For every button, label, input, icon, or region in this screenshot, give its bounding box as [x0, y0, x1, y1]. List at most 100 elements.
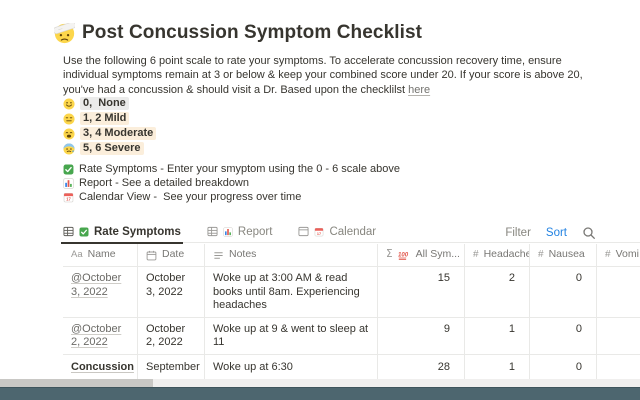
column-label: Date: [162, 248, 185, 261]
column-header-vomiting[interactable]: # Vomi: [597, 244, 640, 266]
nausea-value: 0: [575, 272, 582, 284]
scale-item-none: 0, None: [63, 96, 156, 111]
all-symptoms-value: 28: [437, 360, 450, 373]
scale-label: 5, 6 Severe: [80, 142, 144, 155]
notes-value: Woke up at 9 & went to sleep at 11: [213, 322, 369, 349]
table-icon: [63, 226, 74, 237]
neutral-face-emoji: [63, 112, 75, 125]
column-header-all-symptoms[interactable]: Σ 100 All Sym...: [378, 244, 465, 266]
all-symptoms-cell[interactable]: 28: [378, 354, 465, 380]
date-mention[interactable]: @October 2, 2022: [71, 322, 122, 349]
column-header-nausea[interactable]: # Nausea: [530, 244, 597, 266]
all-symptoms-value: 9: [443, 322, 450, 335]
bar-chart-emoji: [223, 226, 233, 237]
page-link[interactable]: Concussion: [71, 360, 134, 373]
all-symptoms-cell[interactable]: 15: [378, 267, 465, 317]
text-type-icon: Aa: [71, 249, 83, 261]
legend-text: Rate Symptoms - Enter your smyptom using…: [79, 163, 400, 175]
legend-report: Report - See a detailed breakdown: [63, 176, 400, 190]
column-label: Name: [87, 248, 116, 261]
hundred-points-emoji: 100: [398, 251, 411, 260]
text-lines-icon: [213, 250, 224, 261]
page-title: Post Concussion Symptom Checklist: [82, 22, 423, 43]
headache-cell[interactable]: 2: [465, 267, 530, 317]
column-label: Headache: [483, 248, 530, 261]
vomiting-cell[interactable]: [597, 355, 640, 380]
horizontal-scrollbar[interactable]: [0, 379, 640, 387]
column-label: Nausea: [548, 248, 585, 261]
all-symptoms-value: 15: [437, 272, 450, 284]
table-header-row: Aa Name Date Notes Σ 100 All Sym: [63, 244, 640, 267]
scale-item-mild: 1, 2 Mild: [63, 111, 156, 126]
calendar-emoji: 17: [63, 192, 74, 203]
table-row: Concussion September Woke up at 6:30 28 …: [63, 354, 640, 381]
headache-value: 2: [508, 272, 515, 284]
date-value: October 2, 2022: [146, 322, 186, 349]
view-controls: Filter Sort: [505, 223, 596, 243]
calendar-icon: [146, 250, 157, 261]
legend-rate-symptoms: Rate Symptoms - Enter your smyptom using…: [63, 162, 400, 176]
date-cell[interactable]: October 3, 2022: [138, 267, 205, 317]
name-cell[interactable]: @October 2, 2022: [63, 317, 138, 354]
scale-item-severe: 5, 6 Severe: [63, 141, 156, 156]
nausea-cell[interactable]: 0: [530, 267, 597, 317]
date-value: October 3, 2022: [146, 272, 186, 298]
tab-rate-symptoms[interactable]: Rate Symptoms: [61, 221, 183, 244]
scale-label: 3, 4 Moderate: [80, 127, 157, 140]
date-cell[interactable]: September: [138, 354, 205, 380]
column-label: Notes: [229, 248, 257, 261]
svg-text:17: 17: [66, 196, 71, 201]
tab-label: Calendar: [329, 225, 377, 238]
tab-label: Rate Symptoms: [94, 225, 181, 238]
scale-label: 1, 2 Mild: [80, 112, 130, 125]
column-header-headache[interactable]: # Headache: [465, 244, 530, 266]
nausea-cell[interactable]: 0: [530, 317, 597, 354]
weary-face-emoji: [63, 127, 75, 140]
legend-text: Calendar View - See your progress over t…: [79, 191, 302, 203]
vomiting-cell[interactable]: [597, 267, 640, 317]
date-value: September: [146, 360, 200, 373]
column-header-notes[interactable]: Notes: [205, 244, 378, 266]
table-icon: [207, 226, 218, 237]
tab-label: Report: [237, 225, 273, 238]
notes-cell[interactable]: Woke up at 3:00 AM & read books until 8a…: [205, 267, 378, 317]
table-row: @October 3, 2022 October 3, 2022 Woke up…: [63, 267, 640, 318]
tab-calendar[interactable]: 17 Calendar: [298, 221, 376, 243]
here-link[interactable]: here: [408, 83, 431, 96]
nausea-value: 0: [575, 322, 582, 335]
vomiting-cell[interactable]: [597, 318, 640, 354]
headache-cell[interactable]: 1: [465, 317, 530, 354]
number-icon: #: [605, 249, 611, 261]
page-header: Post Concussion Symptom Checklist: [54, 22, 422, 44]
headache-value: 1: [508, 360, 515, 373]
bottom-bar: [0, 387, 640, 400]
sigma-icon: Σ: [386, 248, 393, 261]
legend-text: Report - See a detailed breakdown: [79, 177, 249, 189]
sort-button[interactable]: Sort: [545, 227, 567, 239]
nausea-cell[interactable]: 0: [530, 354, 597, 380]
tab-report[interactable]: Report: [207, 221, 273, 243]
search-icon[interactable]: [582, 226, 596, 240]
scale-item-moderate: 3, 4 Moderate: [63, 126, 157, 141]
headache-value: 1: [508, 322, 515, 335]
name-cell[interactable]: @October 3, 2022: [63, 267, 138, 317]
legend-calendar-view: 17 Calendar View - See your progress ove…: [63, 190, 400, 204]
notes-cell[interactable]: Woke up at 6:30: [205, 354, 378, 380]
anxious-face-with-sweat-emoji: [63, 142, 75, 155]
all-symptoms-cell[interactable]: 9: [378, 317, 465, 354]
name-cell[interactable]: Concussion: [63, 354, 138, 380]
column-header-date[interactable]: Date: [138, 244, 205, 266]
filter-button[interactable]: Filter: [505, 227, 531, 239]
face-with-head-bandage-emoji: [54, 22, 75, 44]
scrollbar-thumb[interactable]: [0, 379, 153, 387]
notes-cell[interactable]: Woke up at 9 & went to sleep at 11: [205, 317, 378, 354]
view-tab-bar: Rate Symptoms Report 17 Calendar: [61, 221, 640, 244]
scale-label: 0, None: [80, 97, 129, 110]
date-cell[interactable]: October 2, 2022: [138, 317, 205, 354]
date-mention[interactable]: @October 3, 2022: [71, 272, 122, 298]
column-label: Vomi: [615, 248, 639, 261]
symptom-scale-list: 0, None 1, 2 Mild: [63, 96, 157, 156]
column-header-name[interactable]: Aa Name: [63, 244, 138, 266]
headache-cell[interactable]: 1: [465, 354, 530, 380]
